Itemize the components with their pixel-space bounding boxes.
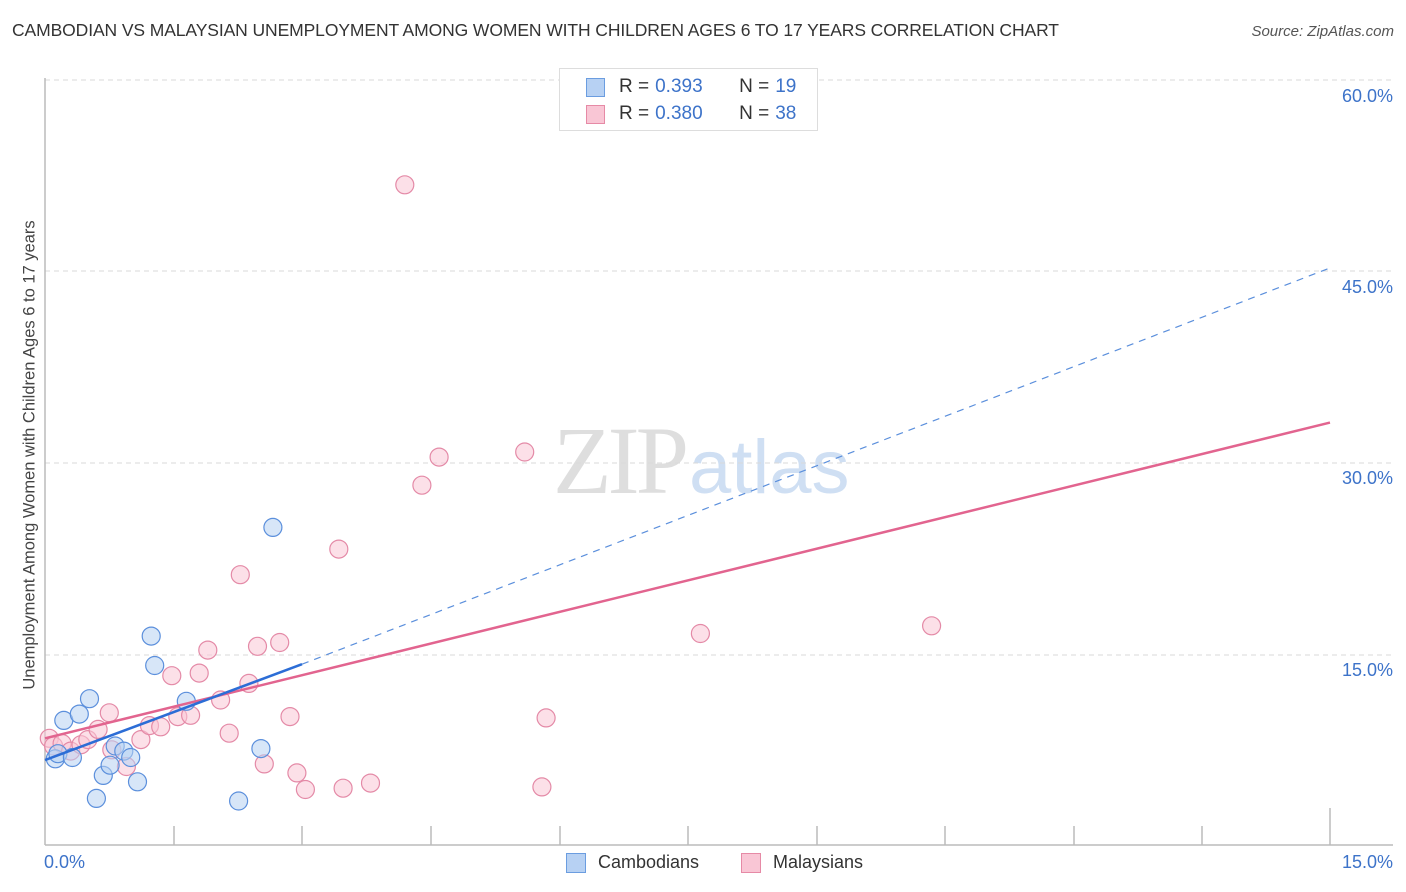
data-point bbox=[329, 539, 349, 559]
data-point bbox=[141, 626, 161, 646]
data-point bbox=[270, 632, 290, 653]
y-tick-30: 30.0% bbox=[1341, 468, 1393, 488]
data-point bbox=[247, 636, 268, 656]
data-point bbox=[79, 689, 100, 709]
data-point bbox=[69, 704, 89, 724]
cambodians-points bbox=[45, 517, 283, 811]
data-point bbox=[429, 447, 449, 467]
r-label: R = bbox=[619, 103, 650, 124]
trend-lines bbox=[44, 267, 1331, 762]
cambodians-trend-line bbox=[44, 663, 303, 762]
data-point bbox=[86, 788, 107, 809]
cambodians-legend-icon bbox=[566, 852, 586, 873]
data-point bbox=[162, 666, 182, 686]
y-tick-15: 15.0% bbox=[1341, 660, 1393, 680]
data-point bbox=[131, 729, 151, 750]
r-label: R = bbox=[619, 76, 650, 97]
data-point bbox=[921, 616, 942, 636]
y-tick-60: 60.0% bbox=[1341, 86, 1393, 106]
data-point bbox=[127, 772, 148, 792]
n-value: 38 bbox=[775, 103, 797, 124]
cambodians-trend-extension bbox=[301, 267, 1331, 665]
source-label: Source: ZipAtlas.com bbox=[1251, 23, 1394, 40]
data-point bbox=[536, 708, 556, 728]
data-point bbox=[295, 779, 315, 800]
data-point bbox=[280, 706, 300, 727]
data-point bbox=[251, 738, 271, 759]
legend-item-cambodians[interactable]: Cambodians bbox=[566, 852, 699, 873]
data-point bbox=[360, 773, 381, 793]
malaysians-trend-line bbox=[44, 421, 1331, 740]
axes bbox=[44, 78, 1393, 846]
n-label: N = bbox=[739, 76, 770, 97]
legend-label-malaysians: Malaysians bbox=[773, 852, 864, 872]
data-point bbox=[532, 777, 552, 797]
data-point bbox=[287, 763, 307, 783]
data-point bbox=[263, 517, 283, 538]
data-point bbox=[412, 475, 432, 495]
correlation-legend: R = 0.393 N = 19 R = 0.380 N = 38 bbox=[559, 68, 818, 131]
data-point bbox=[121, 747, 141, 768]
malaysians-swatch-icon bbox=[586, 104, 605, 124]
legend-label-cambodians: Cambodians bbox=[598, 852, 700, 872]
r-value: 0.393 bbox=[655, 76, 703, 97]
legend-item-malaysians[interactable]: Malaysians bbox=[741, 852, 863, 873]
y-tick-45: 45.0% bbox=[1341, 277, 1393, 297]
data-point bbox=[62, 747, 83, 768]
data-point bbox=[219, 723, 239, 743]
data-point bbox=[198, 640, 218, 660]
data-point bbox=[229, 791, 249, 811]
data-point bbox=[515, 442, 535, 462]
legend-row-malaysians: R = 0.380 N = 38 bbox=[586, 102, 796, 126]
r-value: 0.380 bbox=[655, 103, 703, 124]
data-point bbox=[230, 565, 250, 585]
x-tick-min: 0.0% bbox=[44, 852, 86, 872]
data-point bbox=[690, 623, 711, 644]
cambodians-swatch-icon bbox=[586, 77, 605, 97]
data-point bbox=[395, 175, 415, 195]
data-point bbox=[145, 655, 165, 676]
data-point bbox=[99, 703, 119, 723]
legend-row-cambodians: R = 0.393 N = 19 bbox=[586, 75, 796, 99]
malaysians-legend-icon bbox=[741, 852, 761, 873]
data-point bbox=[100, 755, 120, 775]
data-point bbox=[333, 778, 353, 798]
data-point bbox=[189, 663, 209, 683]
n-label: N = bbox=[739, 103, 770, 124]
x-tick-max: 15.0% bbox=[1341, 852, 1393, 872]
n-value: 19 bbox=[775, 76, 797, 97]
chart-title: CAMBODIAN VS MALAYSIAN UNEMPLOYMENT AMON… bbox=[12, 20, 1059, 40]
